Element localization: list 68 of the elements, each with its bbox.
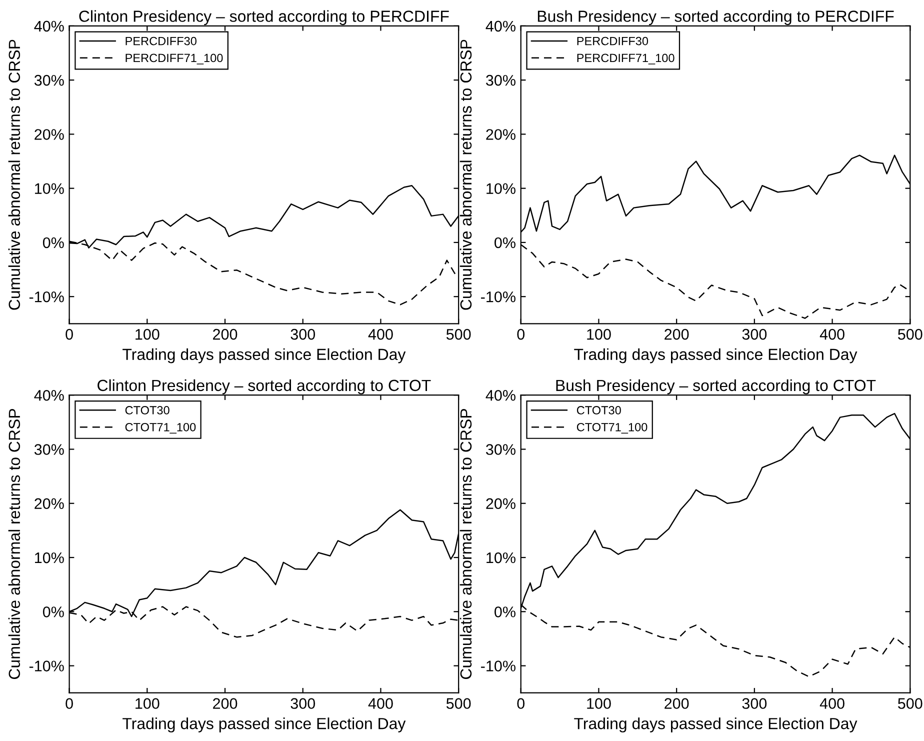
y-tick-label: 20% [34, 129, 64, 140]
x-axis-title: Trading days passed since Election Day [574, 717, 858, 732]
legend-label: PERCDIFF30 [126, 36, 196, 46]
chart-title: Bush Presidency – sorted according to PERCDIFF [538, 10, 894, 26]
y-tick-label: 40% [486, 390, 516, 401]
y-tick-label: 0% [494, 237, 516, 248]
x-tick-label: 400 [368, 328, 393, 340]
y-tick-label: 30% [486, 444, 516, 455]
x-tick-label: 300 [742, 328, 767, 340]
x-tick-label: 200 [664, 698, 689, 709]
x-tick-label: 100 [587, 328, 611, 340]
y-axis-title: Cumulative abnormal returns to CRSP [460, 408, 472, 679]
y-tick-label: 20% [34, 498, 64, 510]
y-tick-label: 0% [494, 606, 516, 618]
x-tick-label: 0 [517, 698, 525, 709]
y-tick-label: 30% [486, 74, 516, 86]
x-axis-title: Trading days passed since Election Day [574, 348, 858, 364]
y-tick-label: 40% [34, 20, 64, 32]
y-tick-label: 10% [486, 552, 516, 564]
y-axis-title: Cumulative abnormal returns to CRSP [8, 408, 20, 679]
legend-label: CTOT30 [576, 406, 621, 414]
x-tick-label: 100 [587, 698, 611, 709]
chart-title: Bush Presidency – sorted according to CTOT [556, 379, 876, 394]
y-tick-label: -10% [29, 660, 64, 672]
y-tick-label: 10% [486, 183, 516, 194]
chart-title: Clinton Presidency – sorted according to CTOT [98, 379, 431, 394]
x-tick-label: 400 [820, 698, 844, 709]
y-tick-label: -10% [29, 291, 64, 302]
y-axis-title: Cumulative abnormal returns to CRSP [8, 40, 20, 310]
x-tick-label: 500 [898, 698, 922, 709]
y-tick-label: 10% [35, 183, 64, 194]
y-tick-label: 20% [486, 498, 516, 510]
legend-label: CTOT71_100 [125, 422, 196, 434]
chart-title: Clinton Presidency – sorted according to PERCDIFF [79, 10, 449, 26]
y-tick-label: 0% [42, 237, 64, 248]
legend-label: PERCDIFF71_100 [126, 54, 223, 64]
x-tick-label: 0 [66, 698, 73, 709]
x-tick-label: 0 [66, 328, 73, 340]
x-tick-label: 100 [136, 698, 160, 709]
y-tick-label: 40% [486, 20, 516, 32]
y-tick-label: -10% [481, 660, 516, 672]
y-axis-title: Cumulative abnormal returns to CRSP [460, 40, 472, 310]
x-tick-label: 200 [664, 328, 689, 340]
x-tick-label: 100 [136, 328, 160, 340]
x-tick-label: 0 [517, 328, 525, 340]
x-tick-label: 500 [898, 328, 922, 340]
x-axis-title: Trading days passed since Election Day [122, 717, 406, 732]
legend-label: PERCDIFF71_100 [577, 54, 674, 64]
x-tick-label: 500 [446, 328, 471, 340]
y-tick-label: 0% [42, 606, 64, 618]
legend-label: CTOT71_100 [576, 422, 648, 434]
x-tick-label: 400 [820, 328, 844, 340]
y-tick-label: 10% [35, 552, 64, 564]
x-tick-label: 300 [290, 328, 316, 340]
x-tick-label: 200 [213, 328, 238, 340]
x-tick-label: 200 [213, 698, 238, 709]
x-tick-label: 300 [290, 698, 316, 709]
x-axis-title: Trading days passed since Election Day [122, 348, 406, 364]
y-tick-label: 30% [34, 74, 64, 86]
y-tick-label: 40% [34, 390, 64, 401]
y-tick-label: -10% [481, 291, 516, 302]
y-tick-label: 20% [486, 129, 516, 140]
y-tick-label: 30% [34, 444, 64, 455]
x-tick-label: 300 [742, 698, 767, 709]
x-tick-label: 400 [368, 698, 393, 709]
legend-label: PERCDIFF30 [577, 36, 648, 46]
legend-label: CTOT30 [125, 406, 170, 414]
x-tick-label: 500 [446, 698, 471, 709]
